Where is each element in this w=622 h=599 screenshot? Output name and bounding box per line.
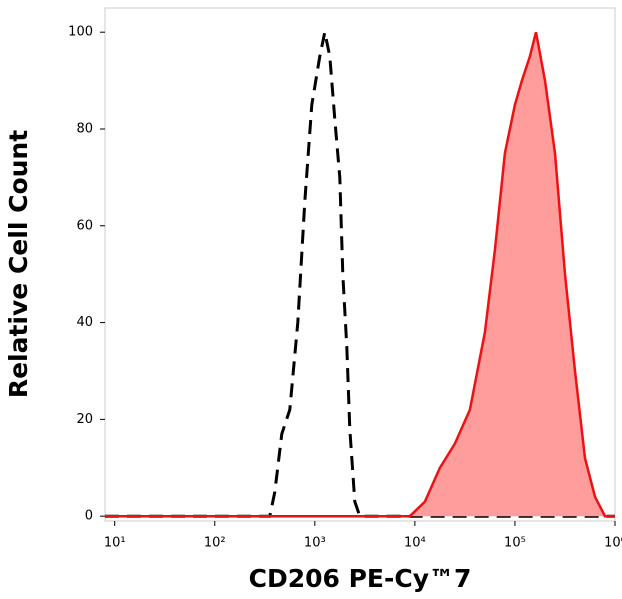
x-tick-label: 10² (204, 536, 226, 551)
y-tick-label: 100 (68, 25, 93, 40)
x-tick-label: 10⁶ (604, 536, 622, 551)
x-tick-label: 10⁵ (504, 536, 526, 551)
x-tick-label: 10⁴ (404, 536, 426, 551)
area-fill (105, 32, 615, 517)
y-tick-label: 20 (76, 412, 93, 427)
plot-frame (104, 7, 616, 522)
series-line (105, 31, 615, 518)
y-axis-label: Relative Cell Count (4, 130, 33, 398)
x-tick-label: 10³ (304, 536, 326, 551)
x-tick-label: 10¹ (104, 536, 126, 551)
y-tick-label: 60 (76, 218, 93, 233)
y-tick-label: 0 (85, 509, 93, 524)
x-axis-label: CD206 PE-Cy™7 (249, 564, 472, 593)
series-line (105, 31, 615, 518)
y-tick-label: 80 (76, 121, 93, 136)
y-tick-label: 40 (76, 315, 93, 330)
